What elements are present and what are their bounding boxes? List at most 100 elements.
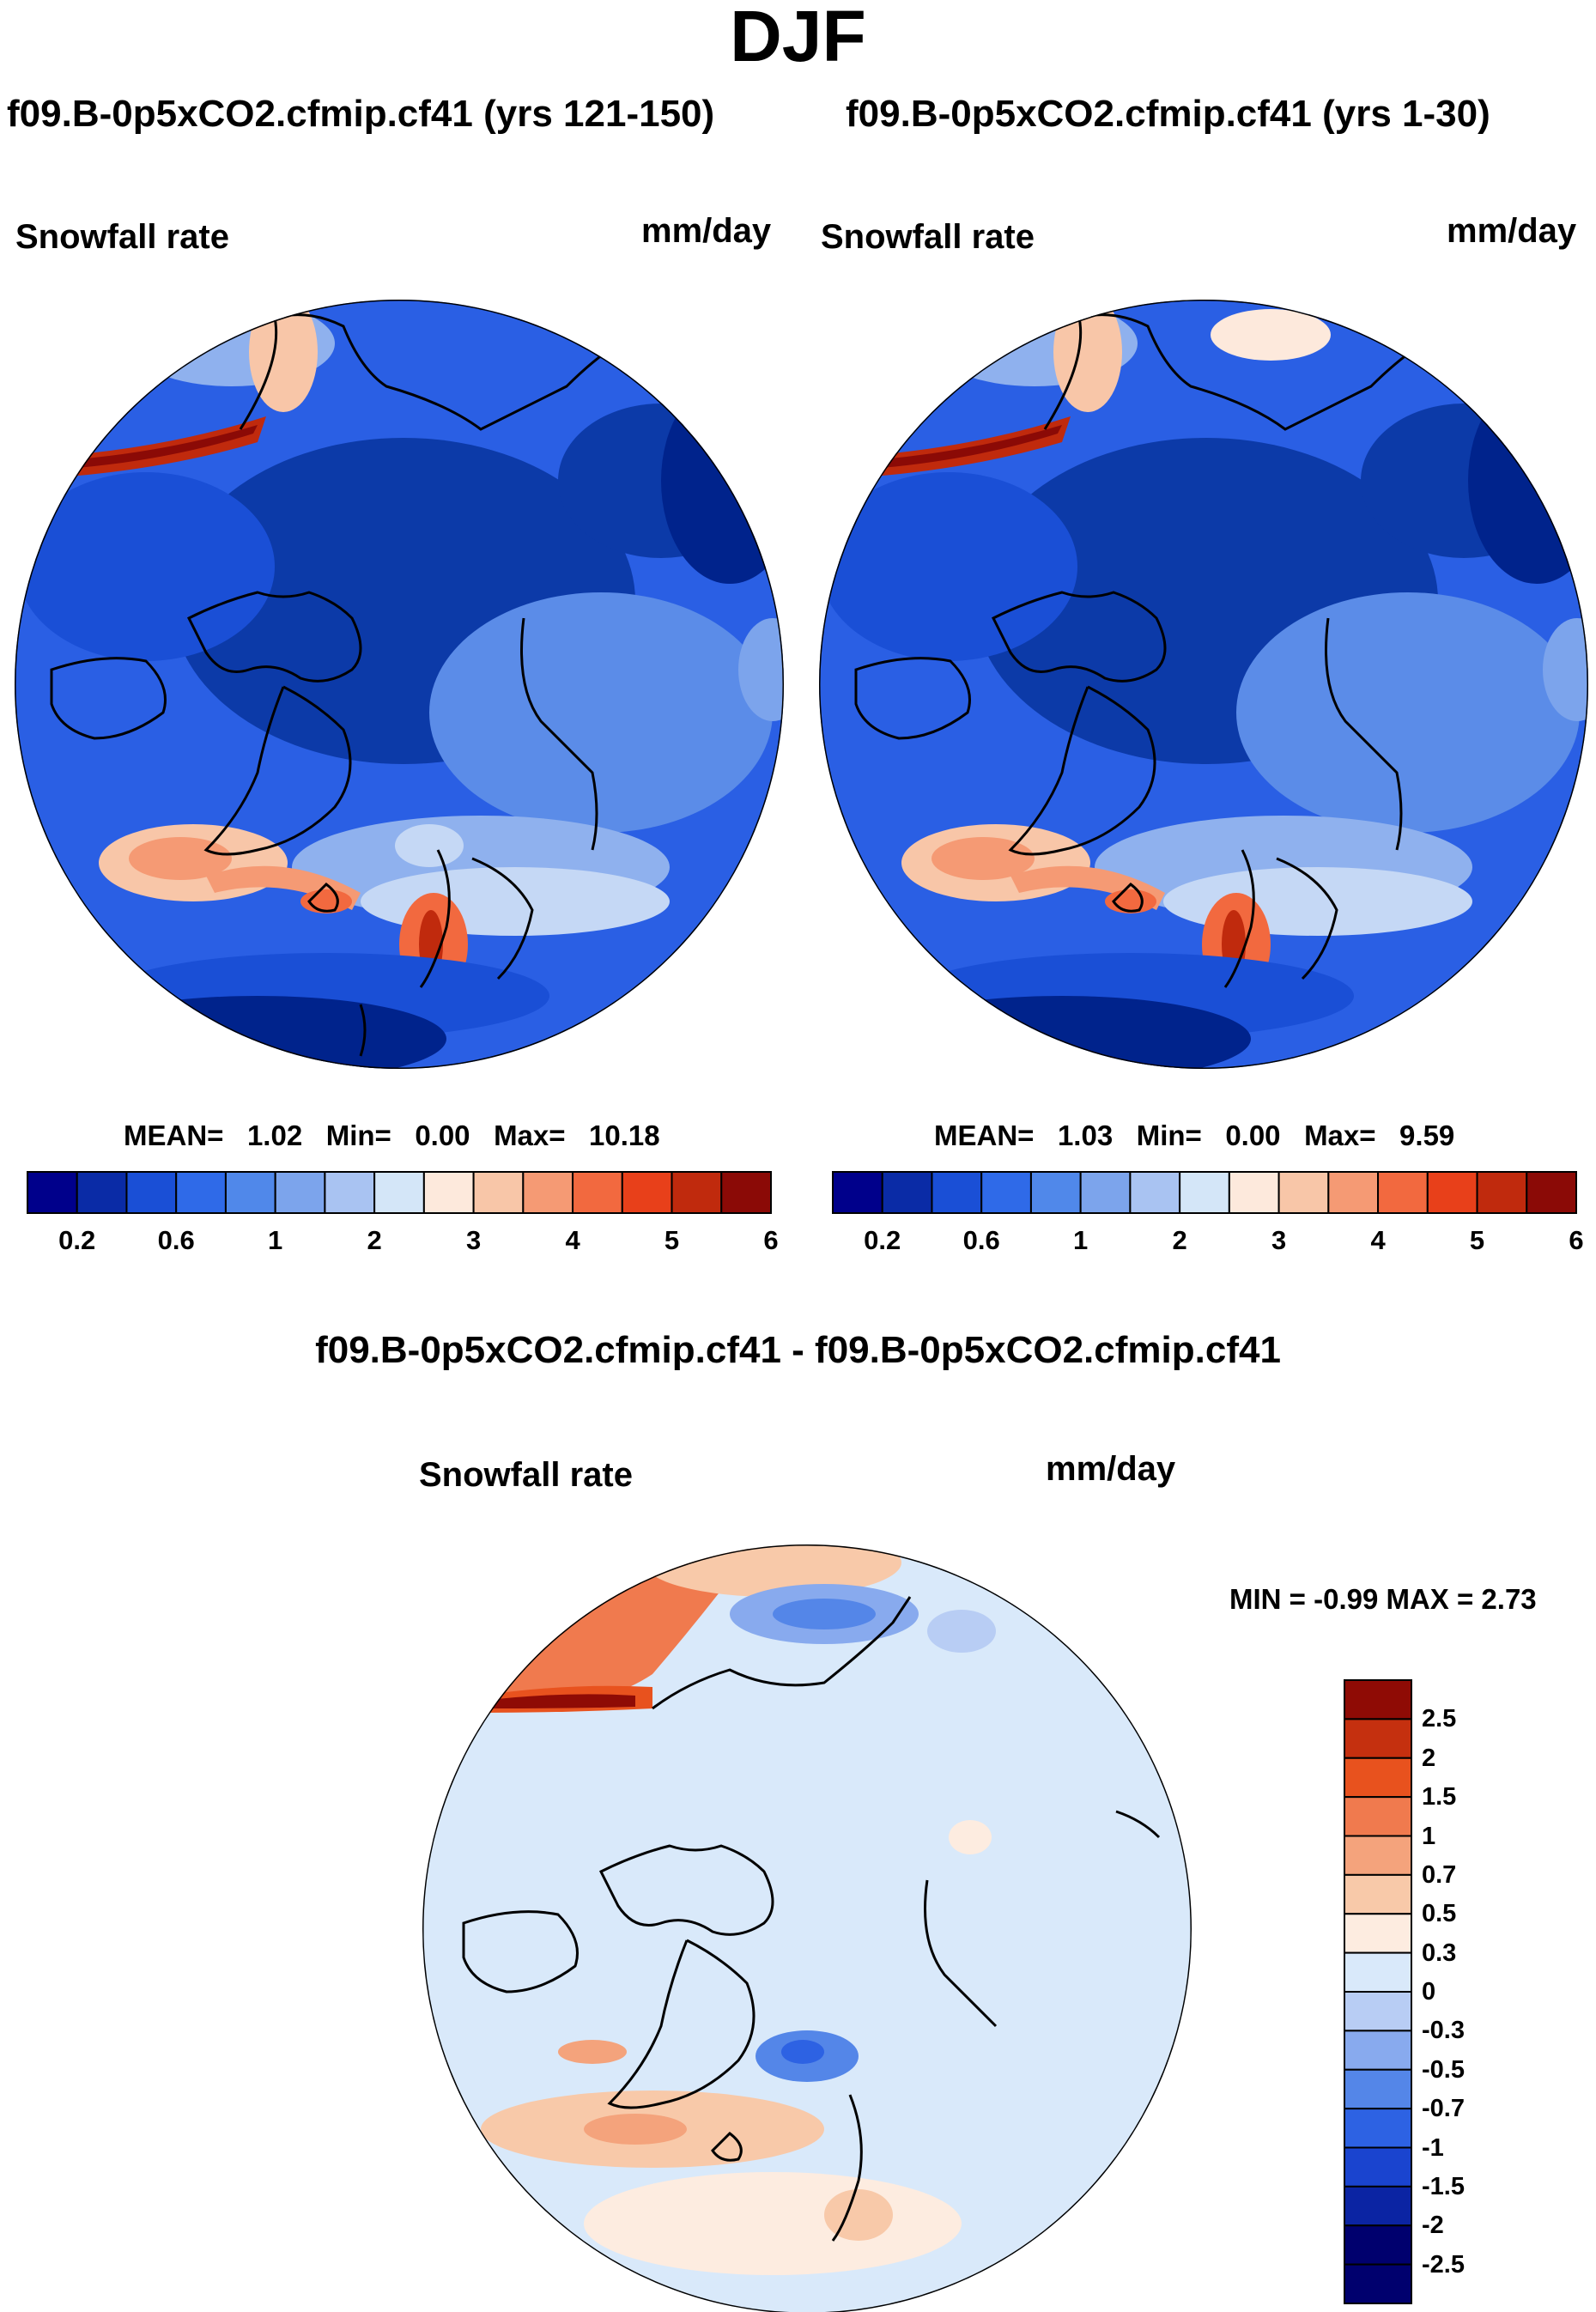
colorbar-tick-label: 4	[565, 1225, 580, 1255]
left-min-value: 0.00	[415, 1120, 470, 1151]
colorbar-tick-label: 2	[367, 1225, 382, 1255]
colorbar-swatch	[1129, 1171, 1181, 1214]
colorbar-tick-label: -0.5	[1422, 2055, 1465, 2084]
colorbar-swatch	[1029, 1171, 1082, 1214]
left-panel-title: f09.B-0p5xCO2.cfmip.cf41 (yrs 121-150)	[7, 93, 715, 135]
colorbar-tick-label: 0.2	[864, 1225, 901, 1255]
colorbar-swatch	[1344, 1835, 1412, 1876]
right-mean-label: MEAN=	[934, 1120, 1035, 1151]
difference-colorbar	[1344, 1679, 1412, 2304]
left-stats: MEAN= 1.02 Min= 0.00 Max= 10.18	[124, 1119, 660, 1153]
colorbar-tick-label: -2.5	[1422, 2250, 1465, 2279]
colorbar-swatch	[1377, 1171, 1429, 1214]
colorbar-swatch	[1344, 2068, 1412, 2110]
colorbar-tick-label: -1	[1422, 2133, 1444, 2162]
colorbar-swatch	[1344, 1796, 1412, 1837]
colorbar-tick-label: -0.7	[1422, 2095, 1465, 2123]
colorbar-swatch	[274, 1171, 326, 1214]
right-units-label: mm/day	[1447, 212, 1577, 250]
colorbar-swatch	[1426, 1171, 1478, 1214]
left-colorbar	[27, 1171, 772, 1214]
colorbar-swatch	[1228, 1171, 1280, 1214]
colorbar-tick-label: 5	[1469, 1225, 1485, 1255]
colorbar-tick-label: 0.3	[1422, 1939, 1457, 1967]
right-colorbar	[832, 1171, 1577, 1214]
difference-variable-label: Snowfall rate	[419, 1456, 633, 1494]
colorbar-swatch	[1344, 1991, 1412, 2032]
left-max-value: 10.18	[589, 1120, 660, 1151]
colorbar-tick-label: 0.2	[58, 1225, 96, 1255]
colorbar-tick-label: 3	[1271, 1225, 1287, 1255]
colorbar-swatch	[1344, 2224, 1412, 2266]
left-min-label: Min=	[325, 1120, 391, 1151]
colorbar-tick-label: 4	[1370, 1225, 1386, 1255]
colorbar-swatch	[621, 1171, 673, 1214]
colorbar-swatch	[1344, 2263, 1412, 2304]
colorbar-swatch	[1344, 2185, 1412, 2227]
colorbar-swatch	[1327, 1171, 1380, 1214]
colorbar-swatch	[125, 1171, 178, 1214]
right-max-label: Max=	[1304, 1120, 1376, 1151]
colorbar-tick-label: 2.5	[1422, 1705, 1457, 1733]
right-min-value: 0.00	[1225, 1120, 1281, 1151]
colorbar-tick-label: 6	[763, 1225, 779, 1255]
left-variable-label: Snowfall rate	[15, 218, 229, 256]
right-max-value: 9.59	[1399, 1120, 1455, 1151]
left-polar-map	[15, 300, 784, 1069]
colorbar-swatch	[720, 1171, 772, 1214]
right-variable-label: Snowfall rate	[821, 218, 1035, 256]
colorbar-swatch	[522, 1171, 574, 1214]
colorbar-tick-label: 0.6	[962, 1225, 1000, 1255]
right-polar-map	[819, 300, 1588, 1069]
colorbar-tick-label: 1	[1073, 1225, 1089, 1255]
colorbar-swatch	[1344, 1873, 1412, 1915]
colorbar-tick-label: 1.5	[1422, 1783, 1457, 1811]
colorbar-swatch	[1526, 1171, 1577, 1214]
difference-stats: MIN = -0.99 MAX = 2.73	[1229, 1583, 1537, 1615]
colorbar-swatch	[1179, 1171, 1230, 1214]
colorbar-tick-label: 1	[268, 1225, 283, 1255]
colorbar-swatch	[175, 1171, 227, 1214]
colorbar-swatch	[1344, 1679, 1412, 1720]
colorbar-tick-label: 2	[1422, 1744, 1436, 1772]
colorbar-tick-label: 6	[1569, 1225, 1584, 1255]
colorbar-tick-label: 1	[1422, 1822, 1436, 1850]
colorbar-tick-label: 3	[465, 1225, 482, 1255]
colorbar-swatch	[980, 1171, 1032, 1214]
colorbar-swatch	[1344, 1718, 1412, 1759]
colorbar-swatch	[76, 1171, 128, 1214]
colorbar-swatch	[422, 1171, 475, 1214]
colorbar-swatch	[931, 1171, 983, 1214]
colorbar-swatch	[472, 1171, 525, 1214]
colorbar-tick-label: -1.5	[1422, 2172, 1465, 2200]
colorbar-tick-label: 2	[1172, 1225, 1187, 1255]
colorbar-swatch	[1344, 2108, 1412, 2149]
right-stats: MEAN= 1.03 Min= 0.00 Max= 9.59	[934, 1119, 1454, 1153]
left-max-label: Max=	[494, 1120, 566, 1151]
right-panel-title: f09.B-0p5xCO2.cfmip.cf41 (yrs 1-30)	[846, 93, 1490, 135]
colorbar-tick-label: 5	[664, 1225, 680, 1255]
difference-panel-title: f09.B-0p5xCO2.cfmip.cf41 - f09.B-0p5xCO2…	[315, 1329, 1281, 1371]
colorbar-swatch	[881, 1171, 933, 1214]
colorbar-swatch	[1344, 1757, 1412, 1799]
difference-units-label: mm/day	[1046, 1450, 1176, 1488]
colorbar-swatch	[1344, 2146, 1412, 2188]
left-mean-label: MEAN=	[124, 1120, 224, 1151]
left-mean-value: 1.02	[246, 1120, 303, 1151]
colorbar-swatch	[1344, 1913, 1412, 1954]
colorbar-swatch	[373, 1171, 425, 1214]
colorbar-tick-label: 0.5	[1422, 1900, 1457, 1928]
colorbar-swatch	[671, 1171, 723, 1214]
colorbar-swatch	[1277, 1171, 1330, 1214]
colorbar-tick-label: 0	[1422, 1978, 1436, 2006]
colorbar-swatch	[1344, 1951, 1412, 1993]
main-title: DJF	[730, 0, 866, 76]
colorbar-swatch	[1344, 2030, 1412, 2071]
colorbar-swatch	[572, 1171, 623, 1214]
colorbar-swatch	[324, 1171, 376, 1214]
right-min-label: Min=	[1136, 1120, 1202, 1151]
right-mean-value: 1.03	[1057, 1120, 1114, 1151]
colorbar-tick-label: -2	[1422, 2212, 1444, 2240]
difference-polar-map	[422, 1544, 1192, 2312]
